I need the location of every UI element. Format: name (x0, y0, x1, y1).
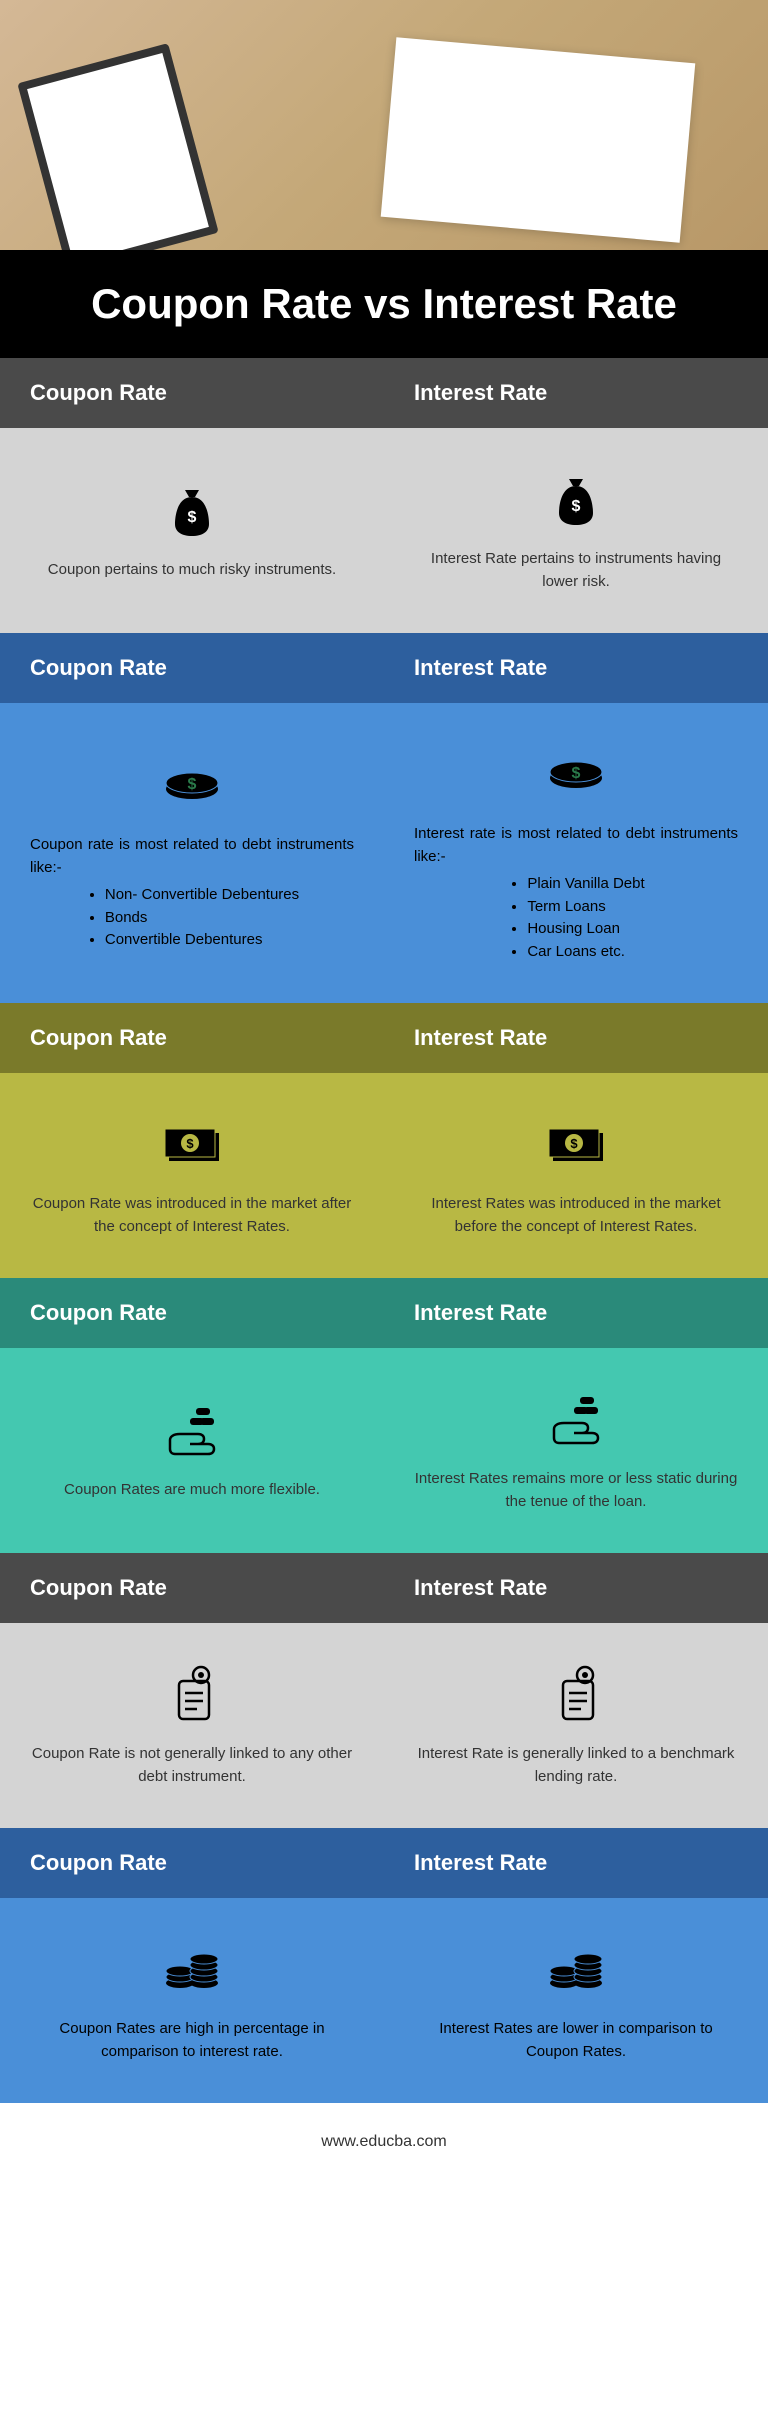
list-item: Term Loans (527, 896, 644, 919)
main-title: Coupon Rate vs Interest Rate (0, 250, 768, 358)
left-cell: Coupon Rates are high in percentage in c… (0, 1898, 384, 2103)
right-text: Interest Rates was introduced in the mar… (414, 1193, 738, 1238)
section-header-1: Coupon Rate Interest Rate (0, 358, 768, 428)
right-text: Interest Rate is generally linked to a b… (414, 1743, 738, 1788)
tag-icon (549, 1663, 604, 1723)
list-item: Housing Loan (527, 918, 644, 941)
left-label: Coupon Rate (0, 1278, 384, 1348)
section-body-5: Coupon Rate is not generally linked to a… (0, 1623, 768, 1828)
section-body-6: Coupon Rates are high in percentage in c… (0, 1898, 768, 2103)
right-text: Interest Rates remains more or less stat… (414, 1468, 738, 1513)
list-item: Car Loans etc. (527, 941, 644, 964)
right-text: Interest Rates are lower in comparison t… (414, 2018, 738, 2063)
footer-credit: www.educba.com (0, 2103, 768, 2181)
money-bag-icon: $ (551, 468, 601, 528)
right-cell: $ Interest Rates was introduced in the m… (384, 1073, 768, 1278)
left-cell: $ Coupon rate is most related to debt in… (0, 703, 384, 1003)
right-label: Interest Rate (384, 1553, 768, 1623)
left-label: Coupon Rate (0, 358, 384, 428)
left-text: Coupon Rate was introduced in the market… (30, 1193, 354, 1238)
svg-text:$: $ (188, 509, 197, 526)
left-label: Coupon Rate (0, 1828, 384, 1898)
money-bag-icon: $ (167, 479, 217, 539)
section-header-6: Coupon Rate Interest Rate (0, 1828, 768, 1898)
section-body-3: $ Coupon Rate was introduced in the mark… (0, 1073, 768, 1278)
right-label: Interest Rate (384, 1278, 768, 1348)
coin-icon: $ (546, 743, 606, 803)
svg-text:$: $ (572, 765, 581, 782)
left-cell: $ Coupon pertains to much risky instrume… (0, 428, 384, 633)
right-label: Interest Rate (384, 1003, 768, 1073)
right-text: Interest Rate pertains to instruments ha… (414, 548, 738, 593)
list-item: Bonds (105, 907, 299, 930)
left-label: Coupon Rate (0, 1553, 384, 1623)
svg-text:$: $ (570, 1136, 578, 1151)
hero-image (0, 0, 768, 250)
section-header-4: Coupon Rate Interest Rate (0, 1278, 768, 1348)
right-cell: Interest Rate is generally linked to a b… (384, 1623, 768, 1828)
left-label: Coupon Rate (0, 1003, 384, 1073)
left-cell: Coupon Rate is not generally linked to a… (0, 1623, 384, 1828)
section-header-2: Coupon Rate Interest Rate (0, 633, 768, 703)
left-cell: Coupon Rates are much more flexible. (0, 1348, 384, 1553)
left-intro: Coupon rate is most related to debt inst… (30, 834, 354, 879)
left-text: Coupon Rates are high in percentage in c… (30, 2018, 354, 2063)
cash-icon: $ (157, 1113, 227, 1173)
section-body-2: $ Coupon rate is most related to debt in… (0, 703, 768, 1003)
hand-coins-icon (544, 1388, 609, 1448)
section-header-3: Coupon Rate Interest Rate (0, 1003, 768, 1073)
right-label: Interest Rate (384, 1828, 768, 1898)
cash-icon: $ (541, 1113, 611, 1173)
left-text: Coupon pertains to much risky instrument… (48, 559, 336, 582)
list-item: Non- Convertible Debentures (105, 884, 299, 907)
left-cell: $ Coupon Rate was introduced in the mark… (0, 1073, 384, 1278)
section-body-4: Coupon Rates are much more flexible. Int… (0, 1348, 768, 1553)
left-list: Non- Convertible Debentures Bonds Conver… (85, 884, 299, 952)
right-cell: $ Interest Rate pertains to instruments … (384, 428, 768, 633)
right-label: Interest Rate (384, 358, 768, 428)
left-text: Coupon Rates are much more flexible. (64, 1479, 320, 1502)
right-intro: Interest rate is most related to debt in… (414, 823, 738, 868)
right-cell: Interest Rates remains more or less stat… (384, 1348, 768, 1553)
left-label: Coupon Rate (0, 633, 384, 703)
list-item: Convertible Debentures (105, 929, 299, 952)
svg-text:$: $ (188, 776, 197, 793)
tag-icon (165, 1663, 220, 1723)
hand-coins-icon (160, 1399, 225, 1459)
svg-text:$: $ (572, 498, 581, 515)
svg-text:$: $ (186, 1136, 194, 1151)
coins-stack-icon (546, 1938, 606, 1998)
list-item: Plain Vanilla Debt (527, 873, 644, 896)
right-list: Plain Vanilla Debt Term Loans Housing Lo… (507, 873, 644, 963)
section-body-1: $ Coupon pertains to much risky instrume… (0, 428, 768, 633)
coin-icon: $ (162, 754, 222, 814)
right-label: Interest Rate (384, 633, 768, 703)
coins-stack-icon (162, 1938, 222, 1998)
right-cell: Interest Rates are lower in comparison t… (384, 1898, 768, 2103)
section-header-5: Coupon Rate Interest Rate (0, 1553, 768, 1623)
left-text: Coupon Rate is not generally linked to a… (30, 1743, 354, 1788)
right-cell: $ Interest rate is most related to debt … (384, 703, 768, 1003)
